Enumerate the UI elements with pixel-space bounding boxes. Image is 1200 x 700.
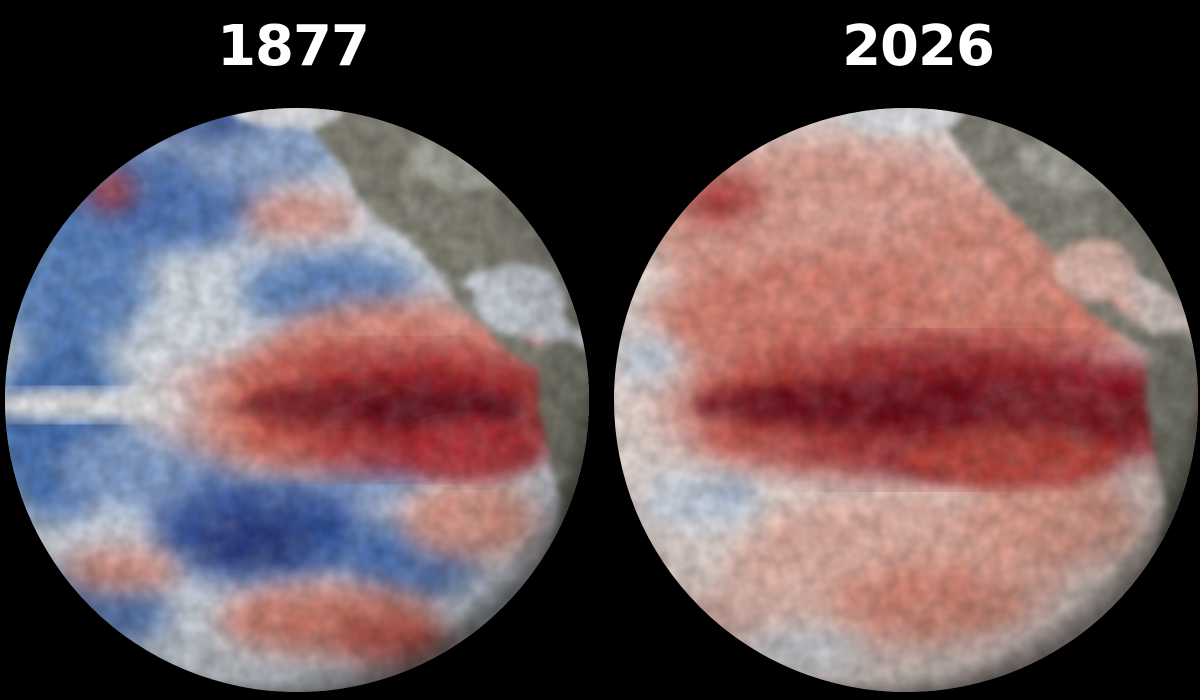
year-label-2026: 2026	[842, 14, 995, 79]
globe-1877	[5, 108, 589, 692]
year-label-1877: 1877	[217, 14, 370, 79]
globe-2026	[614, 108, 1198, 692]
